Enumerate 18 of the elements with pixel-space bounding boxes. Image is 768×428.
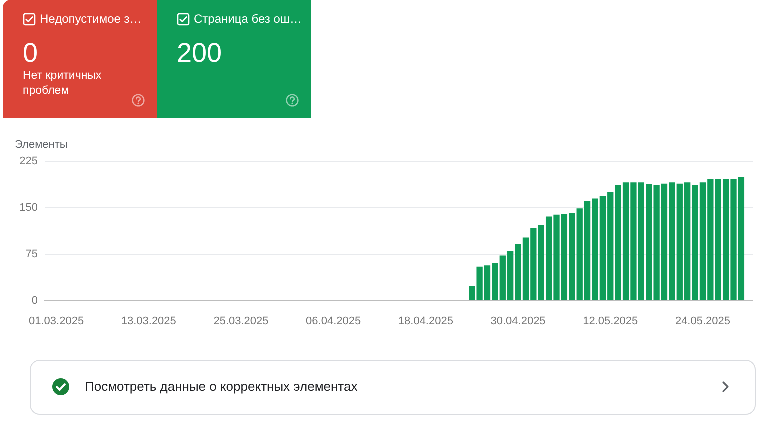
y-tick-label: 150 xyxy=(20,202,38,214)
x-tick-label: 18.04.2025 xyxy=(398,316,454,328)
x-tick-label: 13.03.2025 xyxy=(121,316,176,328)
data-label: 200 xyxy=(177,38,222,68)
text: Нет критичных проблем xyxy=(23,69,103,99)
y-tick-label: 75 xyxy=(26,248,38,261)
y-tick-label: 0 xyxy=(32,295,38,308)
category-label: Страница без ош… xyxy=(194,12,302,27)
y-axis-title: Элементы xyxy=(15,138,68,152)
y-tick-label: 225 xyxy=(20,156,38,168)
text: Посмотреть данные о корректных элементах xyxy=(85,378,358,396)
x-tick-label: 12.05.2025 xyxy=(583,316,638,328)
x-tick-label: 24.05.2025 xyxy=(675,316,731,328)
x-tick-label: 25.03.2025 xyxy=(214,316,269,328)
category-label: Недопустимое з… xyxy=(40,12,142,27)
x-tick-label: 06.04.2025 xyxy=(306,316,362,328)
x-tick-label: 01.03.2025 xyxy=(29,316,84,328)
x-tick-label: 30.04.2025 xyxy=(490,316,546,328)
